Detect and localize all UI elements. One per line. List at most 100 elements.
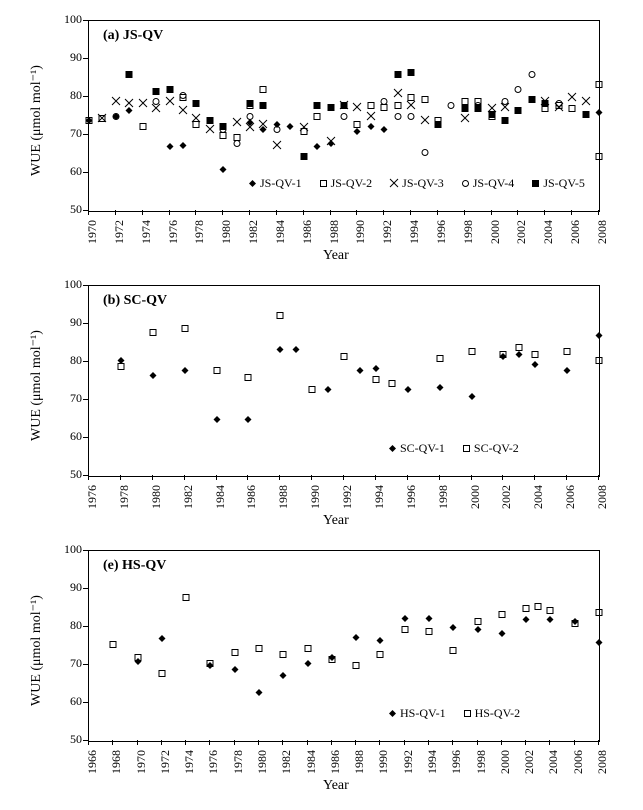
legend-label: SC-QV-1 bbox=[400, 441, 445, 456]
x-tick-label: 1988 bbox=[352, 750, 367, 774]
x-tick-label: 1996 bbox=[449, 750, 464, 774]
y-tick-label: 60 bbox=[52, 429, 82, 444]
data-point bbox=[404, 380, 411, 398]
data-point bbox=[515, 80, 522, 98]
data-point bbox=[304, 639, 311, 657]
data-point bbox=[353, 628, 360, 646]
x-tick-label: 1988 bbox=[276, 485, 291, 509]
data-point bbox=[596, 75, 603, 93]
x-tick-label: 2002 bbox=[499, 485, 514, 509]
x-tick-label: 1968 bbox=[109, 750, 124, 774]
legend-label: SC-QV-2 bbox=[474, 441, 519, 456]
data-point bbox=[516, 338, 523, 356]
data-point bbox=[134, 648, 141, 666]
legend-item: JS-QV-4 bbox=[462, 176, 515, 191]
data-point bbox=[528, 90, 535, 108]
data-point bbox=[523, 599, 530, 617]
x-tick-label: 1974 bbox=[182, 750, 197, 774]
data-point bbox=[300, 118, 308, 136]
data-point bbox=[300, 147, 307, 165]
x-tick bbox=[571, 210, 572, 215]
x-tick bbox=[375, 475, 376, 480]
y-tick-label: 70 bbox=[52, 391, 82, 406]
legend-item: SC-QV-1 bbox=[389, 441, 445, 456]
x-tick bbox=[491, 210, 492, 215]
y-tick bbox=[83, 550, 88, 551]
y-tick-label: 80 bbox=[52, 88, 82, 103]
data-point bbox=[341, 347, 348, 365]
data-point bbox=[475, 99, 482, 117]
legend-marker bbox=[464, 706, 471, 721]
x-tick bbox=[161, 740, 162, 745]
data-point bbox=[117, 357, 124, 375]
data-point bbox=[314, 137, 321, 155]
x-tick bbox=[407, 475, 408, 480]
x-tick-label: 1982 bbox=[181, 485, 196, 509]
x-tick-label: 1984 bbox=[273, 220, 288, 244]
data-point bbox=[149, 323, 156, 341]
data-point bbox=[596, 326, 603, 344]
x-tick bbox=[152, 475, 153, 480]
data-point bbox=[356, 361, 363, 379]
y-tick-label: 100 bbox=[52, 542, 82, 557]
y-tick-label: 60 bbox=[52, 164, 82, 179]
y-tick-label: 80 bbox=[52, 353, 82, 368]
x-tick bbox=[598, 210, 599, 215]
data-point bbox=[498, 624, 505, 642]
y-tick bbox=[83, 96, 88, 97]
y-tick bbox=[83, 437, 88, 438]
x-tick-label: 1966 bbox=[85, 750, 100, 774]
x-tick-label: 2000 bbox=[498, 750, 513, 774]
data-point bbox=[179, 86, 186, 104]
data-point bbox=[367, 107, 375, 125]
data-point bbox=[126, 65, 133, 83]
y-tick-label: 100 bbox=[52, 12, 82, 27]
legend-item: SC-QV-2 bbox=[463, 441, 519, 456]
legend-marker bbox=[320, 176, 327, 191]
x-tick-label: 2004 bbox=[541, 220, 556, 244]
data-point bbox=[231, 660, 238, 678]
x-tick-label: 1970 bbox=[134, 750, 149, 774]
x-tick bbox=[598, 475, 599, 480]
data-point bbox=[502, 111, 509, 129]
x-tick-label: 1998 bbox=[436, 485, 451, 509]
x-tick-label: 1994 bbox=[372, 485, 387, 509]
x-tick bbox=[428, 740, 429, 745]
data-point bbox=[498, 605, 505, 623]
data-point bbox=[408, 107, 415, 125]
data-point bbox=[149, 366, 156, 384]
data-point bbox=[500, 345, 507, 363]
y-tick-label: 90 bbox=[52, 50, 82, 65]
x-tick-label: 1980 bbox=[219, 220, 234, 244]
x-tick-label: 1970 bbox=[85, 220, 100, 244]
data-point bbox=[125, 94, 133, 112]
data-point bbox=[86, 111, 93, 129]
x-tick-label: 1972 bbox=[158, 750, 173, 774]
x-tick bbox=[222, 210, 223, 215]
x-tick-label: 2006 bbox=[563, 485, 578, 509]
data-point bbox=[421, 90, 428, 108]
data-point bbox=[277, 306, 284, 324]
data-point bbox=[353, 98, 361, 116]
data-point bbox=[555, 94, 562, 112]
x-tick-label: 2008 bbox=[595, 485, 610, 509]
data-point bbox=[327, 98, 334, 116]
x-tick bbox=[574, 740, 575, 745]
x-tick-label: 1994 bbox=[407, 220, 422, 244]
legend: HS-QV-1HS-QV-2 bbox=[389, 706, 520, 721]
x-tick bbox=[276, 210, 277, 215]
plot-area: HS-QV-1HS-QV-2 bbox=[88, 550, 600, 742]
x-tick-label: 1986 bbox=[328, 750, 343, 774]
x-tick bbox=[464, 210, 465, 215]
data-point bbox=[287, 117, 294, 135]
x-tick bbox=[383, 210, 384, 215]
data-point bbox=[394, 65, 401, 83]
data-point bbox=[434, 115, 441, 133]
x-tick bbox=[598, 740, 599, 745]
x-tick bbox=[88, 740, 89, 745]
y-tick bbox=[83, 323, 88, 324]
y-tick bbox=[83, 285, 88, 286]
legend-marker bbox=[390, 176, 398, 191]
data-point bbox=[309, 380, 316, 398]
x-tick-label: 1978 bbox=[192, 220, 207, 244]
